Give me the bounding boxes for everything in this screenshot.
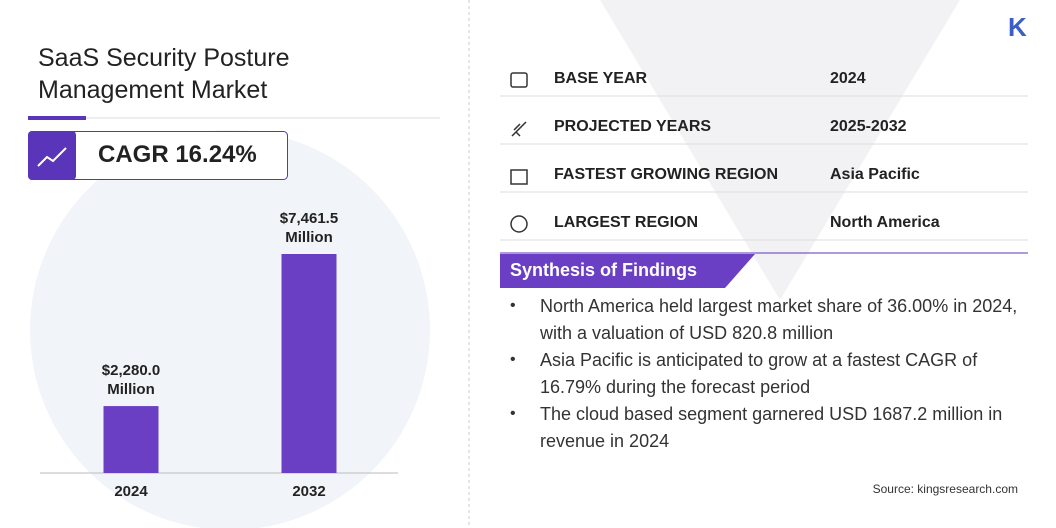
globe (30, 130, 430, 528)
row-label: BASE YEAR (554, 70, 648, 87)
findings-band (500, 254, 755, 288)
bullet: • (510, 405, 516, 422)
finding: The cloud based segment garnered USD 168… (540, 404, 1003, 451)
bar (281, 254, 337, 473)
row-value: Asia Pacific (830, 166, 920, 183)
bullet: • (510, 351, 516, 368)
row-value: 2024 (830, 70, 866, 87)
x-tick-label: 2032 (292, 483, 326, 500)
x-tick-label: 2024 (114, 483, 148, 500)
title: SaaS Security Posture Management Market (38, 44, 290, 104)
title-accent (28, 116, 86, 120)
bar (103, 406, 159, 473)
table-rules (500, 95, 1028, 241)
cagr-icon (28, 131, 76, 180)
cagr-icon-line (37, 147, 67, 167)
row-label: LARGEST REGION (554, 214, 699, 231)
decor-triangle (600, 0, 960, 300)
value-label: $2,280.0 Million (101, 362, 161, 399)
row-icons (510, 72, 528, 233)
value-label: $7,461.5 Million (279, 210, 339, 246)
logo: K (1008, 12, 1027, 42)
row-label: PROJECTED YEARS (554, 118, 712, 135)
row-value: 2025-2032 (830, 118, 907, 135)
finding: Asia Pacific is anticipated to grow at a… (540, 350, 978, 397)
source: Source: kingsresearch.com (872, 482, 1018, 496)
bullet: • (510, 297, 516, 314)
row-label: FASTEST GROWING REGION (554, 166, 779, 183)
finding: North America held largest market share … (540, 296, 1018, 343)
findings-title: Synthesis of Findings (510, 260, 698, 280)
cagr: CAGR 16.24% (98, 141, 257, 168)
row-value: North America (830, 214, 940, 231)
